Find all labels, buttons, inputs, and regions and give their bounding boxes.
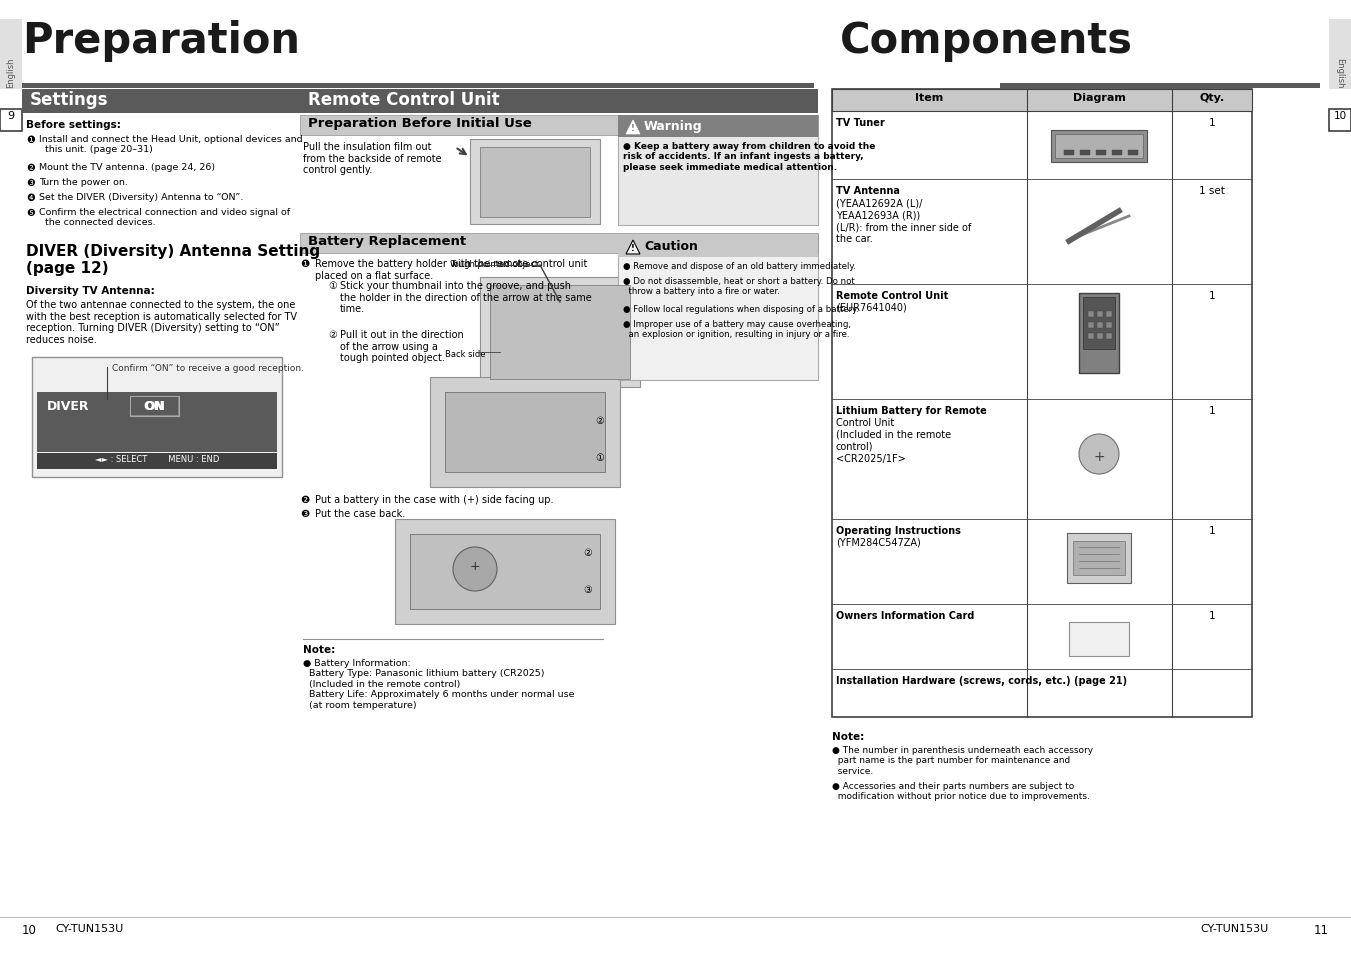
Text: Tough pointed object: Tough pointed object <box>450 260 538 269</box>
Text: ● Improper use of a battery may cause overheating,
  an explosion or ignition, r: ● Improper use of a battery may cause ov… <box>623 319 851 339</box>
Text: ● Do not disassemble, heat or short a battery. Do not
  throw a battery into a f: ● Do not disassemble, heat or short a ba… <box>623 276 855 296</box>
Bar <box>1106 323 1112 329</box>
Bar <box>36 454 277 470</box>
Text: Turn the power on.: Turn the power on. <box>39 178 128 187</box>
Text: Note:: Note: <box>303 644 335 655</box>
Bar <box>1128 151 1138 156</box>
Bar <box>32 357 282 477</box>
Text: DIVER (Diversity) Antenna Setting
(page 12): DIVER (Diversity) Antenna Setting (page … <box>26 244 320 276</box>
Text: Remote Control Unit: Remote Control Unit <box>308 91 500 109</box>
Text: 1: 1 <box>1209 610 1216 620</box>
Text: English: English <box>7 57 15 88</box>
Text: 1 set: 1 set <box>1200 186 1225 195</box>
Polygon shape <box>626 241 640 254</box>
Text: +: + <box>1093 450 1105 463</box>
Bar <box>22 84 815 89</box>
Bar <box>832 90 1252 718</box>
Bar <box>430 377 620 488</box>
Text: ②: ② <box>584 547 592 558</box>
Text: ON: ON <box>143 399 165 413</box>
Text: Caution: Caution <box>644 240 698 253</box>
Text: !: ! <box>631 244 635 253</box>
Text: 10: 10 <box>22 923 36 936</box>
Text: Stick your thumbnail into the groove, and push
the holder in the direction of th: Stick your thumbnail into the groove, an… <box>340 281 592 314</box>
Text: the car.: the car. <box>836 233 873 244</box>
Bar <box>490 286 630 379</box>
Bar <box>617 235 817 380</box>
Text: English: English <box>1336 57 1344 88</box>
Bar <box>1088 312 1094 317</box>
Bar <box>1084 297 1115 350</box>
Bar <box>444 393 605 473</box>
Text: CY-TUN153U: CY-TUN153U <box>55 923 123 933</box>
Bar <box>0 20 22 90</box>
Text: (Included in the remote: (Included in the remote <box>836 430 951 439</box>
Text: ● The number in parenthesis underneath each accessory
  part name is the part nu: ● The number in parenthesis underneath e… <box>832 745 1093 775</box>
Text: 11: 11 <box>1315 923 1329 936</box>
Text: ❶: ❶ <box>26 135 35 145</box>
Text: (YEAA12692A (L)/: (YEAA12692A (L)/ <box>836 198 923 208</box>
Text: 1: 1 <box>1209 291 1216 301</box>
Text: Set the DIVER (Diversity) Antenna to “ON”.: Set the DIVER (Diversity) Antenna to “ON… <box>39 193 243 202</box>
Text: TV Antenna: TV Antenna <box>836 186 900 195</box>
Text: Installation Hardware (screws, cords, etc.) (page 21): Installation Hardware (screws, cords, et… <box>836 676 1127 685</box>
Bar <box>394 519 615 624</box>
Text: Warning: Warning <box>644 120 703 132</box>
Text: ❸: ❸ <box>300 509 309 518</box>
Text: Preparation: Preparation <box>22 20 300 62</box>
Bar <box>1097 334 1102 339</box>
Bar <box>470 140 600 225</box>
Text: ②: ② <box>594 416 604 426</box>
Circle shape <box>453 547 497 592</box>
Text: Pull it out in the direction
of the arrow using a
tough pointed object.: Pull it out in the direction of the arro… <box>340 330 463 363</box>
Bar <box>1000 84 1320 89</box>
Bar <box>832 90 1252 112</box>
Bar <box>300 90 817 113</box>
Text: ● Keep a battery away from children to avoid the
risk of accidents. If an infant: ● Keep a battery away from children to a… <box>623 142 875 172</box>
Bar <box>1097 323 1102 329</box>
Bar <box>1079 294 1119 374</box>
Bar <box>1112 151 1121 156</box>
Text: Item: Item <box>915 92 943 103</box>
Text: Back side: Back side <box>444 350 485 358</box>
Bar <box>1106 312 1112 317</box>
Text: Before settings:: Before settings: <box>26 120 120 130</box>
Text: YEAA12693A (R)): YEAA12693A (R)) <box>836 210 920 220</box>
Text: Lithium Battery for Remote: Lithium Battery for Remote <box>836 406 986 416</box>
Text: ❷: ❷ <box>300 495 309 504</box>
Text: ● Remove and dispose of an old battery immediately.: ● Remove and dispose of an old battery i… <box>623 262 857 271</box>
Bar <box>1069 622 1129 657</box>
Text: ON: ON <box>145 399 166 413</box>
Text: +: + <box>470 559 481 573</box>
Bar <box>132 397 177 416</box>
Bar <box>1106 334 1112 339</box>
Text: ①: ① <box>328 281 336 291</box>
Text: ❺: ❺ <box>26 208 35 218</box>
Bar <box>1329 20 1351 90</box>
Bar <box>36 393 277 453</box>
Text: ❷: ❷ <box>26 163 35 172</box>
Text: TV Tuner: TV Tuner <box>836 118 885 128</box>
Text: 1: 1 <box>1209 525 1216 536</box>
Bar <box>1065 151 1074 156</box>
Text: ● Battery Information:
  Battery Type: Panasonic lithium battery (CR2025)
  (Inc: ● Battery Information: Battery Type: Pan… <box>303 659 574 709</box>
Text: ❹: ❹ <box>26 193 35 203</box>
Bar <box>1073 541 1125 576</box>
Text: ①: ① <box>594 453 604 462</box>
Text: ❶: ❶ <box>300 258 309 269</box>
Polygon shape <box>626 121 640 135</box>
Bar <box>1067 534 1131 583</box>
Text: Diagram: Diagram <box>1073 92 1125 103</box>
Text: 10: 10 <box>1333 111 1347 121</box>
Text: ● Follow local regulations when disposing of a battery.: ● Follow local regulations when disposin… <box>623 305 859 314</box>
Text: ◄► : SELECT        MENU : END: ◄► : SELECT MENU : END <box>95 455 219 463</box>
Bar <box>1088 323 1094 329</box>
Bar <box>617 116 817 138</box>
Text: 1: 1 <box>1209 406 1216 416</box>
Bar <box>409 535 600 609</box>
Text: Confirm the electrical connection and video signal of
  the connected devices.: Confirm the electrical connection and vi… <box>39 208 290 227</box>
Text: CY-TUN153U: CY-TUN153U <box>1200 923 1269 933</box>
Bar <box>1088 334 1094 339</box>
Bar <box>1051 131 1147 163</box>
Bar <box>1097 312 1102 317</box>
